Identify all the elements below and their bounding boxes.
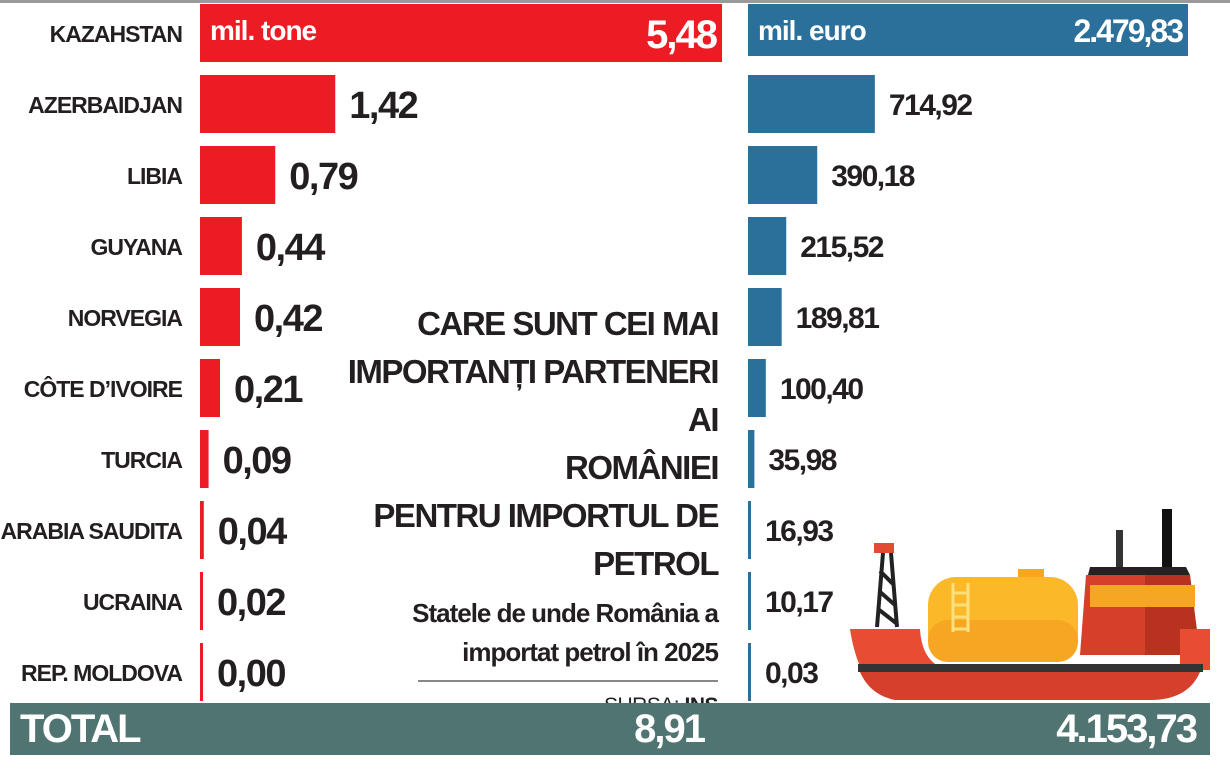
total-bar: TOTAL 8,91 4.153,73 bbox=[10, 703, 1210, 755]
data-label: 0,04 bbox=[218, 511, 287, 553]
category-label: ARABIA SAUDITA bbox=[1, 518, 183, 544]
title-line: ROMÂNIEI bbox=[565, 449, 720, 486]
bar-euro bbox=[748, 501, 752, 559]
subtitle-line: importat petrol în 2025 bbox=[462, 637, 719, 667]
total-tone: 8,91 bbox=[634, 707, 706, 751]
bar-tone bbox=[200, 643, 203, 701]
category-label: GUYANA bbox=[90, 234, 182, 260]
bar-tone bbox=[200, 430, 209, 488]
title-block: CARE SUNT CEI MAI IMPORTANȚI PARTENERI A… bbox=[318, 300, 720, 718]
data-label: 0,21 bbox=[234, 369, 303, 411]
data-label: 215,52 bbox=[800, 231, 884, 264]
data-label: 0,79 bbox=[289, 156, 357, 198]
bar-euro bbox=[748, 430, 755, 488]
title-line: IMPORTANȚI PARTENERI AI bbox=[347, 353, 720, 438]
bar-euro bbox=[748, 4, 1188, 56]
oil-tanker-ship-icon bbox=[850, 509, 1210, 700]
series-name: mil. tone bbox=[210, 15, 317, 46]
category-label: REP. MOLDOVA bbox=[21, 660, 182, 686]
bar-euro bbox=[748, 572, 751, 630]
data-label: 189,81 bbox=[796, 302, 880, 335]
data-label: 0,42 bbox=[254, 298, 322, 340]
title-line: CARE SUNT CEI MAI bbox=[417, 305, 719, 342]
data-label: 10,17 bbox=[765, 586, 833, 619]
bar-euro bbox=[748, 288, 782, 346]
total-label: TOTAL bbox=[20, 707, 142, 751]
category-label: LIBIA bbox=[127, 163, 182, 189]
bar-tone bbox=[200, 75, 336, 133]
bar-tone bbox=[200, 4, 722, 62]
data-label: 0,00 bbox=[217, 653, 285, 695]
data-label: 0,03 bbox=[765, 657, 818, 690]
bar-tone bbox=[200, 217, 242, 275]
chart-subtitle: Statele de unde România a importat petro… bbox=[318, 594, 719, 672]
data-label: 390,18 bbox=[831, 160, 915, 193]
title-line: PENTRU IMPORTUL DE bbox=[373, 497, 719, 534]
category-label: TURCIA bbox=[101, 447, 182, 473]
bar-euro bbox=[748, 75, 875, 133]
bar-tone bbox=[200, 501, 204, 559]
chart-title: CARE SUNT CEI MAI IMPORTANȚI PARTENERI A… bbox=[318, 300, 720, 588]
bar-euro bbox=[748, 217, 787, 275]
data-label: 16,93 bbox=[765, 515, 833, 548]
bar-euro bbox=[748, 359, 766, 417]
category-label: UCRAINA bbox=[83, 589, 182, 615]
category-label: CÔTE D’IVOIRE bbox=[24, 375, 183, 402]
category-label: KAZAHSTAN bbox=[50, 21, 183, 47]
total-euro: 4.153,73 bbox=[1056, 707, 1198, 751]
data-label: 0,02 bbox=[217, 582, 285, 624]
bar-tone bbox=[200, 288, 241, 346]
top-rule bbox=[0, 0, 1230, 3]
title-line: PETROL bbox=[593, 545, 719, 582]
series-name: mil. euro bbox=[758, 15, 867, 46]
bar-tone bbox=[200, 572, 203, 630]
bar-euro bbox=[748, 643, 751, 701]
data-label: 5,48 bbox=[646, 13, 718, 57]
data-label: 35,98 bbox=[768, 444, 836, 477]
data-label: 0,09 bbox=[223, 440, 291, 482]
data-label: 1,42 bbox=[349, 85, 417, 127]
category-label: AZERBAIDJAN bbox=[28, 92, 182, 118]
bar-tone bbox=[200, 359, 221, 417]
data-label: 714,92 bbox=[889, 89, 973, 122]
category-label: NORVEGIA bbox=[68, 305, 183, 331]
bar-tone bbox=[200, 146, 276, 204]
divider bbox=[418, 680, 718, 682]
data-label: 100,40 bbox=[780, 373, 864, 406]
subtitle-line: Statele de unde România a bbox=[412, 598, 719, 628]
data-label: 0,44 bbox=[256, 227, 325, 269]
bar-euro bbox=[748, 146, 818, 204]
data-label: 2.479,83 bbox=[1073, 13, 1183, 49]
